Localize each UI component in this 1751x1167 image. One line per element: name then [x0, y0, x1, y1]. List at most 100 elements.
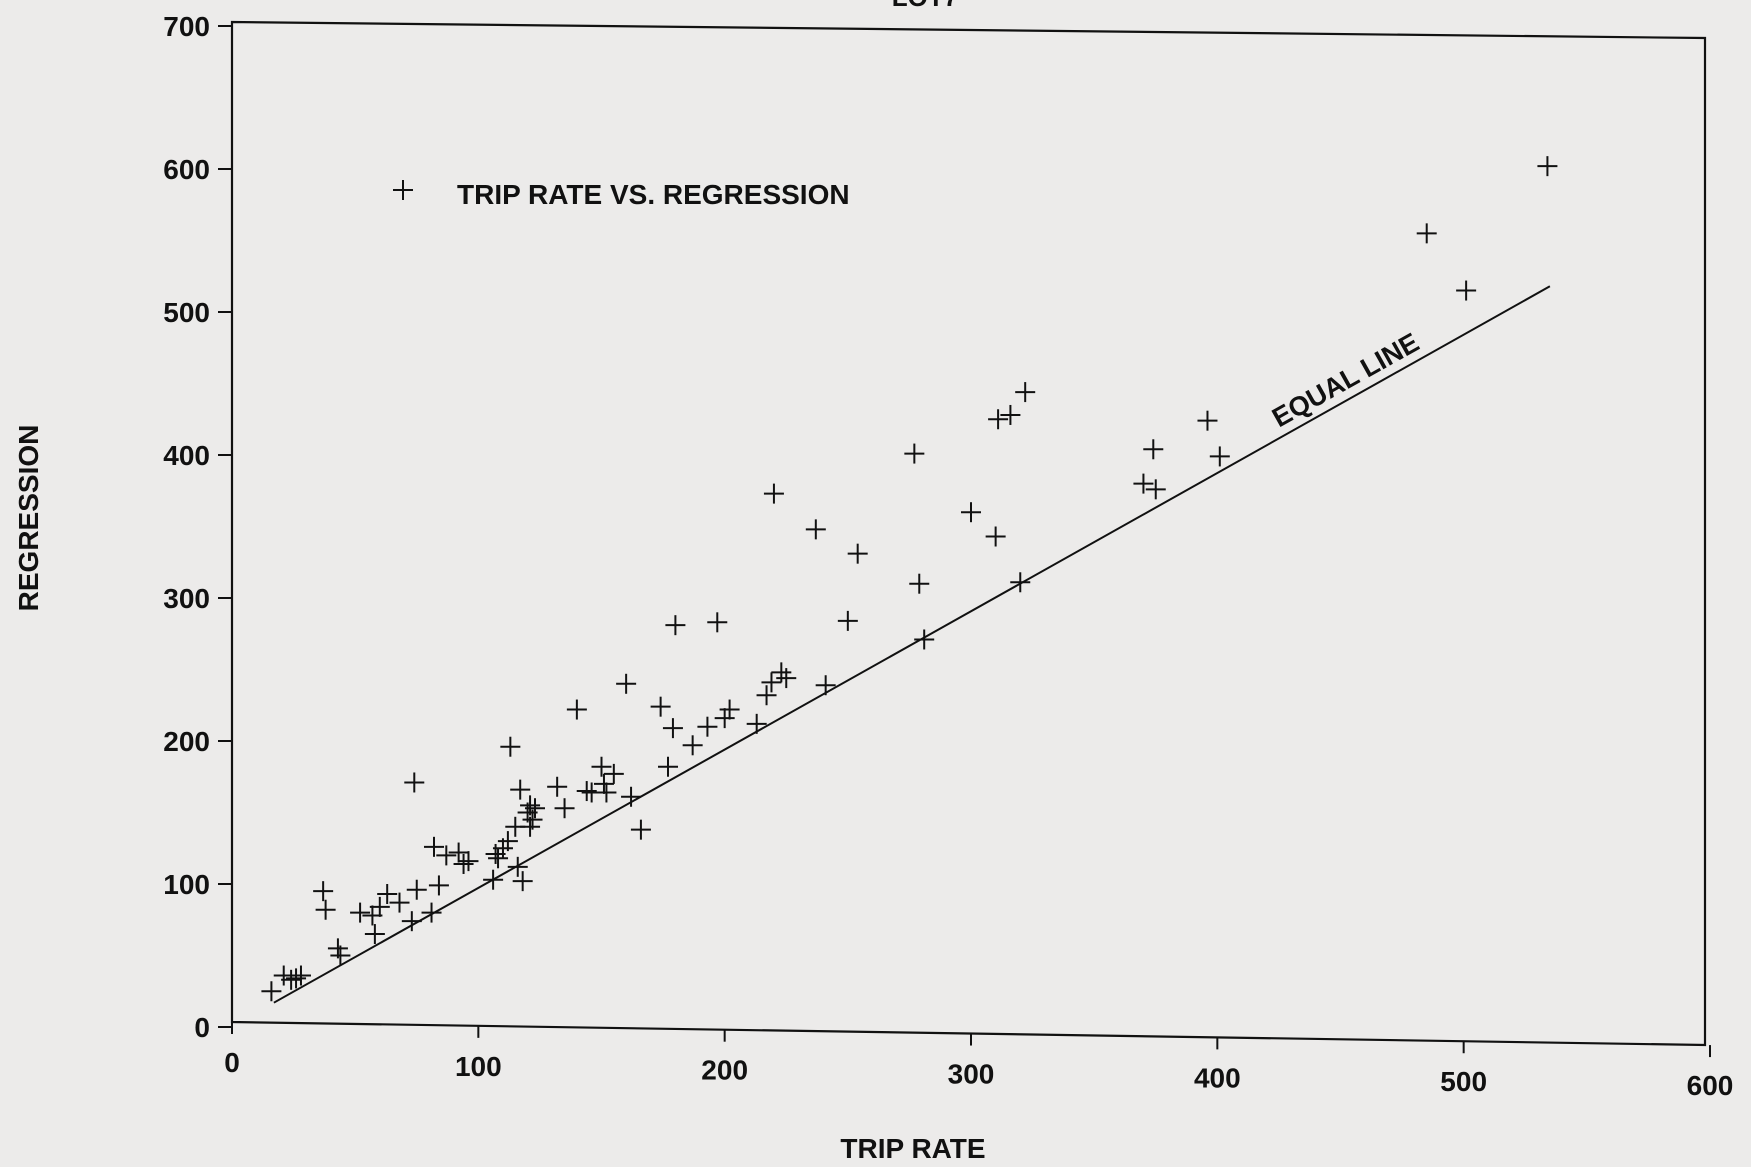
- data-point: [662, 718, 683, 739]
- x-tick-label: 400: [1194, 1062, 1241, 1093]
- data-point: [547, 776, 568, 797]
- x-tick-label: 100: [455, 1051, 502, 1082]
- data-point: [1209, 446, 1230, 467]
- legend: TRIP RATE VS. REGRESSION: [393, 179, 850, 210]
- data-point: [1456, 280, 1477, 301]
- data-point: [961, 502, 981, 523]
- data-point: [364, 924, 385, 945]
- data-point: [520, 795, 541, 816]
- data-point: [603, 763, 624, 784]
- equal-line: [273, 285, 1551, 1004]
- data-point: [500, 736, 521, 757]
- plot-area-frame: [230, 20, 1707, 1047]
- data-point: [458, 851, 479, 872]
- data-point: [1537, 156, 1558, 177]
- data-point: [776, 668, 797, 689]
- data-point: [377, 884, 398, 905]
- data-point: [621, 786, 642, 807]
- data-point: [281, 969, 302, 990]
- data-point: [261, 981, 282, 1002]
- data-point: [630, 819, 651, 840]
- data-point: [761, 672, 782, 693]
- y-axis-ticks: 0 100 200 300 400 500 600 700: [163, 11, 232, 1043]
- data-point: [697, 716, 718, 737]
- data-point: [596, 782, 617, 803]
- data-point: [682, 735, 703, 756]
- x-tick-label: 500: [1440, 1066, 1487, 1097]
- data-point: [1145, 479, 1166, 500]
- data-point: [330, 945, 351, 966]
- data-point: [1143, 439, 1164, 460]
- data-point: [914, 629, 935, 650]
- y-tick-label: 400: [163, 440, 210, 471]
- data-point: [650, 696, 671, 717]
- equal-line-group: EQUAL LINE: [273, 285, 1551, 1004]
- data-point: [714, 708, 735, 729]
- data-point: [837, 610, 858, 631]
- y-tick-label: 300: [163, 583, 210, 614]
- data-point: [404, 772, 425, 793]
- data-point: [350, 902, 371, 923]
- data-point: [512, 871, 533, 892]
- data-point: [1416, 223, 1437, 244]
- y-tick-label: 700: [163, 11, 210, 42]
- data-point: [522, 809, 543, 830]
- data-point: [1197, 410, 1218, 431]
- data-point: [313, 881, 334, 902]
- data-point: [593, 773, 614, 794]
- data-point: [369, 896, 390, 917]
- data-point: [497, 831, 518, 852]
- data-point: [406, 879, 427, 900]
- x-tick-label: 0: [224, 1047, 240, 1078]
- data-points: [261, 156, 1558, 1002]
- data-point: [421, 902, 442, 923]
- data-point: [524, 798, 545, 819]
- data-point: [428, 875, 449, 896]
- data-point: [488, 848, 509, 869]
- data-point: [315, 899, 336, 920]
- data-point: [763, 483, 784, 504]
- data-point: [1000, 404, 1021, 425]
- data-point: [988, 409, 1009, 430]
- y-tick-label: 500: [163, 297, 210, 328]
- data-point: [566, 699, 587, 720]
- data-point: [423, 836, 444, 857]
- data-point: [707, 612, 728, 633]
- data-point: [665, 615, 686, 636]
- data-point: [483, 869, 504, 890]
- data-point: [1010, 572, 1031, 593]
- data-point: [746, 713, 767, 734]
- data-point: [904, 443, 925, 464]
- data-point: [616, 673, 637, 694]
- data-point: [389, 892, 410, 913]
- data-point: [510, 779, 531, 800]
- data-point: [719, 699, 740, 720]
- x-tick-label: 300: [948, 1059, 995, 1090]
- data-point: [985, 526, 1006, 547]
- data-point: [436, 845, 457, 866]
- data-point: [591, 756, 612, 777]
- data-point: [448, 842, 469, 863]
- data-point: [756, 685, 777, 706]
- y-axis-title: REGRESSION: [13, 425, 44, 612]
- chart-title: LOT7: [892, 0, 958, 12]
- data-point: [401, 911, 422, 932]
- data-point: [909, 573, 930, 594]
- y-tick-label: 200: [163, 726, 210, 757]
- x-axis-ticks: 0 100 200 300 400 500 600: [224, 1022, 1733, 1101]
- x-axis-title: TRIP RATE: [840, 1133, 985, 1164]
- data-point: [554, 798, 575, 819]
- legend-label: TRIP RATE VS. REGRESSION: [457, 179, 850, 210]
- equal-line-label: EQUAL LINE: [1267, 327, 1424, 433]
- y-tick-label: 0: [194, 1012, 210, 1043]
- data-point: [815, 675, 836, 696]
- data-point: [507, 856, 528, 877]
- y-tick-label: 600: [163, 154, 210, 185]
- x-tick-label: 600: [1687, 1070, 1734, 1101]
- data-point: [286, 968, 307, 989]
- x-tick-label: 200: [701, 1055, 748, 1086]
- data-point: [1133, 473, 1154, 494]
- data-point: [453, 853, 474, 874]
- data-point: [576, 781, 597, 802]
